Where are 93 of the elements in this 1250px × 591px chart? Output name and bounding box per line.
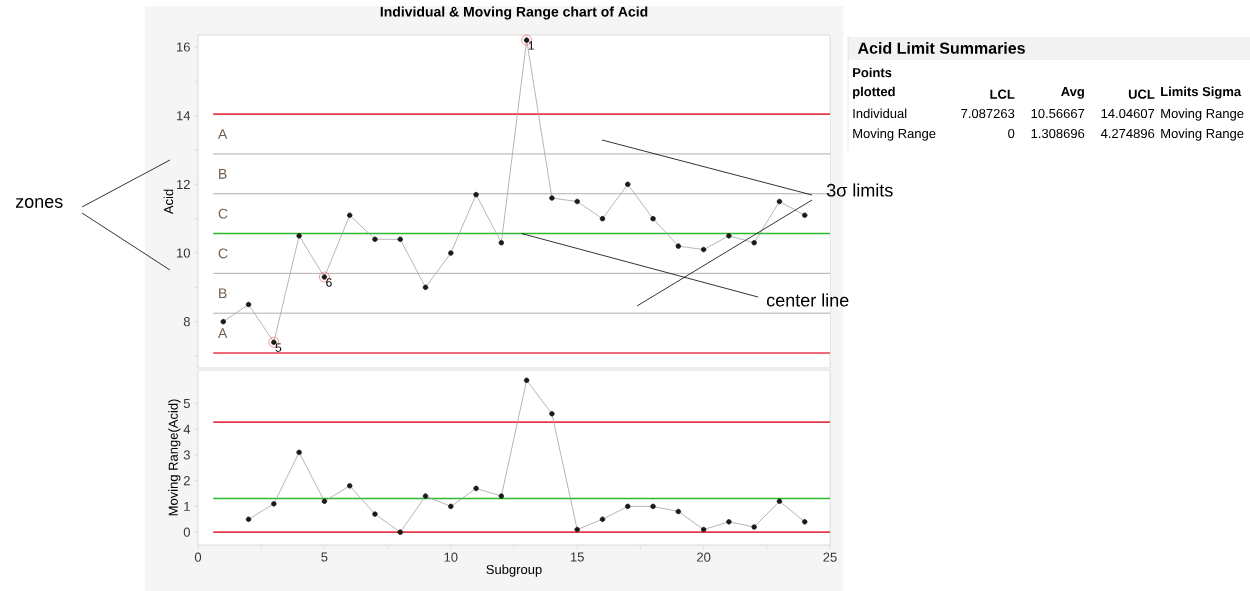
point: [372, 236, 378, 242]
point: [675, 243, 682, 249]
point: [751, 524, 757, 530]
point: [448, 503, 454, 510]
text: Moving Range: [1161, 128, 1244, 141]
y-tick-label: 5: [183, 398, 190, 408]
point: [574, 526, 580, 533]
y-tick-label: 12: [177, 179, 190, 189]
annotation: 5: [275, 343, 282, 352]
point: [372, 511, 378, 517]
text: 10.56667: [1031, 108, 1085, 119]
point: [625, 181, 631, 188]
annotation: 6: [326, 278, 332, 287]
y-tick-label: 14: [177, 111, 191, 121]
point: [245, 301, 252, 308]
x-tick-label: 25: [823, 552, 837, 562]
point: [397, 236, 403, 242]
text: Limits Sigma: [1161, 86, 1242, 99]
text: 7.087263: [961, 108, 1015, 119]
text: UCL: [1128, 89, 1155, 99]
x-tick-label: 15: [570, 552, 584, 562]
band-label: B: [219, 288, 227, 299]
band-label: B: [219, 169, 227, 179]
point: [346, 212, 353, 218]
band-label: A: [217, 129, 228, 139]
point: [751, 239, 757, 246]
text: zones: [15, 198, 63, 208]
point: [549, 195, 555, 201]
text: Acid Limit Summaries: [857, 42, 1025, 54]
y-tick-label: 16: [177, 42, 190, 52]
text: Avg: [1061, 87, 1084, 99]
point: [296, 449, 302, 456]
y-axis-title: Moving Range(Acid): [168, 399, 181, 516]
x-tick-label: 0: [194, 552, 202, 562]
point: [549, 411, 555, 417]
text: Moving Range: [1161, 108, 1244, 121]
text: Moving Range: [853, 128, 936, 141]
chart-title: Individual & Moving Range chart of Acid: [380, 6, 648, 20]
point: [700, 526, 707, 533]
x-tick-label: 20: [697, 552, 711, 562]
point: [422, 284, 429, 291]
annotation: center line: [766, 293, 849, 307]
x-tick-label: 5: [321, 552, 328, 562]
point: [498, 493, 505, 499]
annotation: 3σ limits: [826, 183, 893, 197]
text: 4.274896: [1100, 128, 1155, 139]
point: [650, 503, 656, 510]
text: 0: [1008, 128, 1015, 139]
y-tick-label: 8: [183, 317, 190, 327]
text: Individual: [853, 108, 907, 119]
y-tick-label: 4: [183, 424, 191, 434]
x-tick-label: 10: [444, 552, 458, 562]
y-tick-label: 10: [177, 248, 190, 258]
point: [776, 198, 783, 205]
point: [700, 246, 707, 253]
point: [498, 239, 505, 246]
point: [650, 215, 656, 222]
y-tick-label: 0: [183, 527, 190, 537]
band-label: C: [218, 248, 228, 259]
point: [726, 233, 732, 239]
point: [776, 498, 783, 504]
annotation: 1: [528, 41, 534, 50]
point: [422, 493, 429, 499]
point: [802, 212, 808, 218]
point: [321, 498, 328, 504]
point: [473, 191, 479, 198]
y-tick-label: 2: [183, 476, 190, 486]
point: [296, 233, 302, 239]
text: 14.04607: [1101, 108, 1155, 119]
point: [220, 318, 226, 325]
y-tick-label: 3: [183, 450, 190, 460]
point: [448, 250, 454, 256]
y-tick-label: 1: [184, 501, 190, 511]
band-label: C: [218, 208, 228, 219]
point: [245, 516, 252, 522]
band-label: A: [217, 328, 228, 338]
point: [726, 519, 732, 525]
point: [271, 501, 277, 507]
text: LCL: [990, 89, 1015, 99]
point: [599, 215, 606, 222]
y-axis-title: Acid: [163, 189, 174, 215]
point: [346, 483, 353, 489]
x-axis-title: Subgroup: [486, 564, 542, 577]
point: [599, 516, 606, 522]
text: Points plotted: [853, 67, 895, 99]
point: [625, 503, 631, 510]
point: [397, 529, 403, 535]
point: [523, 377, 530, 383]
point: [675, 508, 682, 515]
text: 1.308696: [1031, 128, 1085, 139]
point: [802, 519, 808, 525]
point: [473, 485, 479, 492]
point: [574, 198, 580, 205]
